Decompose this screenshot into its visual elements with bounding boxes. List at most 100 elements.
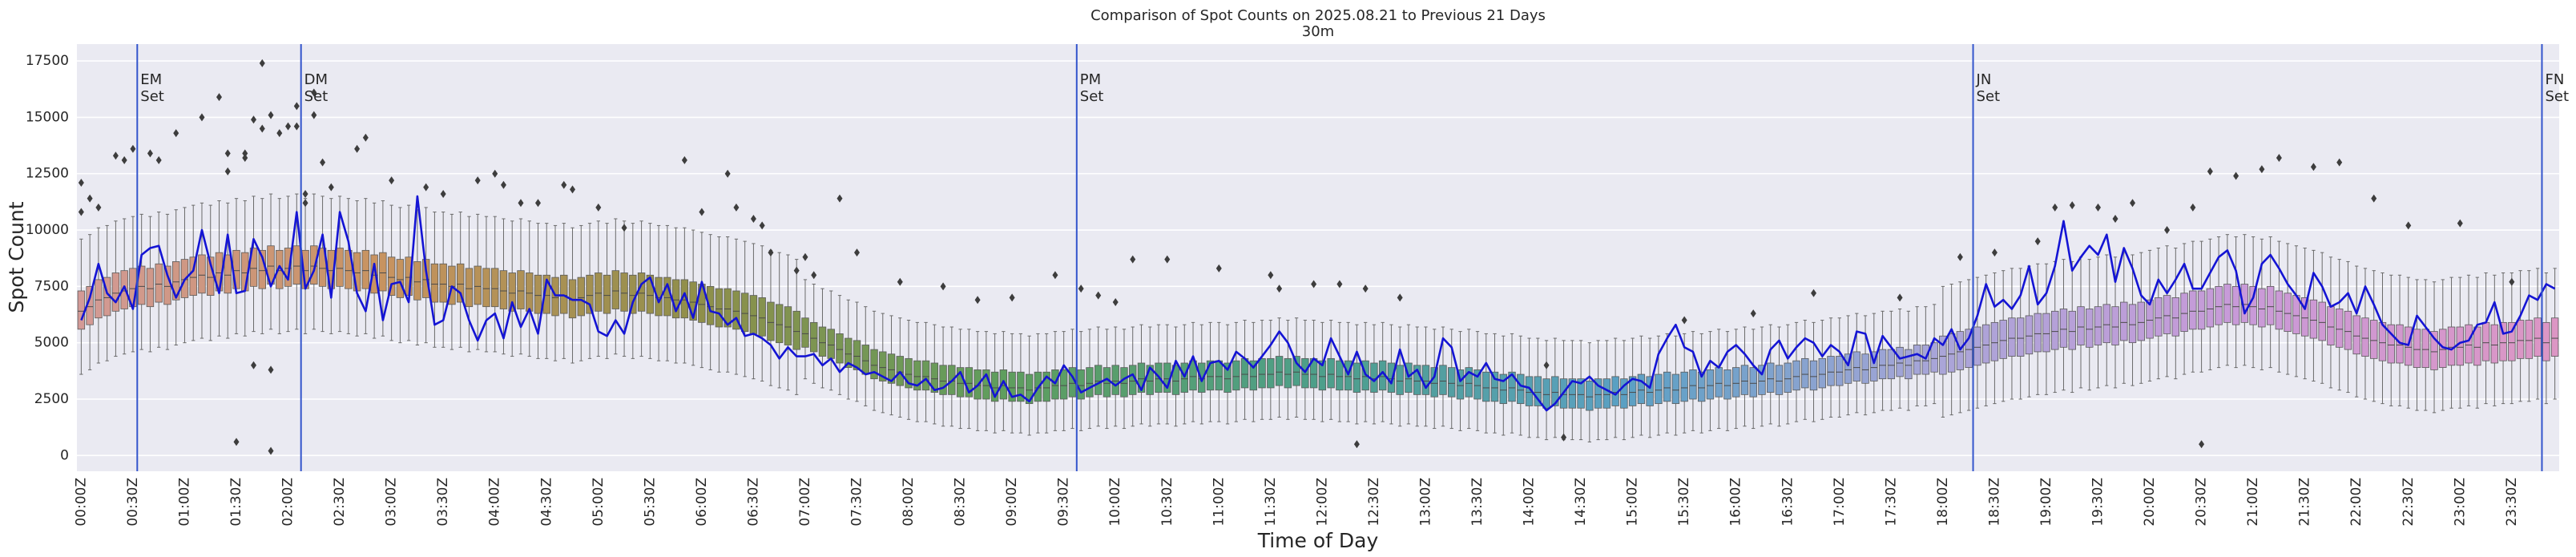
x-tick-label: 05:30Z <box>642 478 658 527</box>
box <box>1111 365 1119 395</box>
outlier <box>423 183 429 192</box>
y-tick-label: 2500 <box>34 391 69 407</box>
box <box>896 356 904 386</box>
box <box>1275 356 1284 386</box>
box <box>1749 367 1757 398</box>
box <box>1663 371 1671 402</box>
box <box>146 268 155 308</box>
box <box>2516 320 2525 359</box>
x-tick-label: 11:00Z <box>1211 478 1227 527</box>
box <box>1146 365 1154 395</box>
outlier <box>474 176 481 185</box>
box <box>413 261 421 301</box>
box <box>758 297 766 337</box>
box <box>1318 360 1327 391</box>
box <box>534 274 542 314</box>
outlier <box>1957 252 1963 261</box>
box <box>1017 371 1025 402</box>
outlier <box>293 102 300 111</box>
box <box>2155 297 2163 337</box>
outlier <box>147 149 153 158</box>
box <box>2481 321 2490 361</box>
box <box>1939 335 1947 375</box>
box <box>1206 360 1215 391</box>
outlier <box>251 115 257 124</box>
outlier <box>1311 280 1317 289</box>
chart-subtitle: 30m <box>1302 23 1334 40</box>
x-tick-label: 16:00Z <box>1728 478 1744 527</box>
box <box>1396 365 1404 395</box>
y-tick-label: 5000 <box>34 335 69 351</box>
outlier <box>1811 289 1817 297</box>
outlier <box>1362 285 1369 293</box>
x-tick-label: 20:00Z <box>2142 478 2158 527</box>
x-tick-label: 16:30Z <box>1780 478 1796 527</box>
box <box>361 249 370 289</box>
box <box>1740 365 1749 395</box>
box <box>1758 365 1766 395</box>
x-tick-label: 17:30Z <box>1883 478 1899 527</box>
annotation-label: Set <box>140 88 164 105</box>
outlier <box>492 169 498 178</box>
box <box>1499 373 1507 405</box>
box <box>1137 362 1146 393</box>
box <box>1792 360 1800 391</box>
box <box>542 274 550 314</box>
box <box>2137 301 2145 341</box>
x-tick-label: 01:30Z <box>228 478 244 527</box>
box <box>2542 321 2550 361</box>
box <box>2120 301 2128 341</box>
box <box>1534 376 1542 406</box>
box <box>1715 367 1723 398</box>
outlier <box>87 194 93 203</box>
box <box>2465 324 2473 364</box>
outlier <box>2336 158 2343 167</box>
outlier <box>320 158 326 167</box>
annotation-label: JN <box>1976 71 1992 88</box>
outlier <box>2130 199 2136 208</box>
outlier <box>1130 255 1136 264</box>
box <box>2086 309 2094 348</box>
box <box>2430 331 2438 370</box>
box <box>1905 349 1913 380</box>
box <box>491 268 499 308</box>
box <box>1232 360 1240 391</box>
x-tick-label: 02:30Z <box>332 478 348 527</box>
box <box>1301 357 1309 389</box>
box <box>1517 373 1525 405</box>
box <box>2266 285 2275 325</box>
box <box>1697 371 1706 402</box>
box <box>1077 369 1085 400</box>
outlier <box>1897 293 1903 302</box>
box <box>172 261 180 301</box>
outlier <box>1353 440 1360 449</box>
box <box>1784 362 1792 393</box>
box <box>370 254 378 294</box>
outlier <box>2310 163 2316 172</box>
box <box>387 256 396 297</box>
outlier <box>2190 203 2196 212</box>
outlier <box>1078 285 1084 293</box>
outlier <box>2069 201 2075 210</box>
x-tick-label: 17:00Z <box>1832 478 1848 527</box>
box <box>1551 376 1559 406</box>
box <box>1180 362 1188 393</box>
box <box>870 349 878 380</box>
box <box>1965 329 1973 369</box>
box <box>1482 371 1490 402</box>
x-tick-label: 12:00Z <box>1314 478 1330 527</box>
box <box>1844 353 1852 384</box>
box <box>792 310 800 350</box>
box <box>1568 378 1577 409</box>
outlier <box>285 122 292 131</box>
annotation-label: Set <box>1080 88 1104 105</box>
box <box>2068 310 2076 350</box>
box <box>1508 371 1516 402</box>
outlier <box>1164 255 1171 264</box>
outlier <box>759 221 765 230</box>
x-tick-label: 04:30Z <box>538 478 554 527</box>
box <box>999 369 1008 400</box>
outlier <box>561 180 567 189</box>
annotation-label: DM <box>304 71 328 88</box>
box <box>715 288 724 328</box>
